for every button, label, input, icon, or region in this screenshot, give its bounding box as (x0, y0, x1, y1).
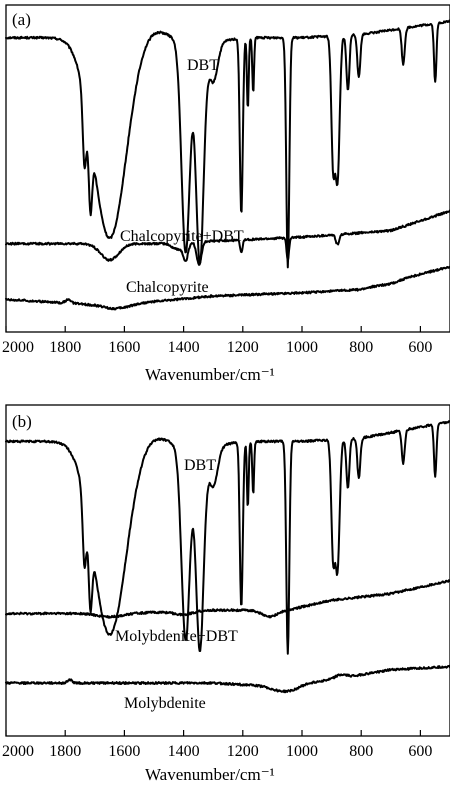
panel-a: (a) 2000 1800 1600 1400 1200 1000 800 600 DBT C… (2, 4, 450, 384)
spectrum-a-chalcopyrite-plus-dbt (5, 209, 450, 266)
panel-a-x-ticks: 2000 1800 1600 1400 1200 1000 800 600 (2, 326, 432, 356)
x-tick-label-b-1800: 1800 (49, 743, 81, 760)
spectrum-a-chalcopyrite (5, 265, 450, 311)
x-tick-label-b-1200: 1200 (227, 743, 259, 760)
x-tick-label-b-1000: 1000 (286, 743, 318, 760)
series-label-chalcopyrite: Chalcopyrite (126, 279, 209, 296)
x-tick-label-b-1600: 1600 (108, 743, 140, 760)
x-tick-label-a-800: 800 (349, 339, 373, 356)
panel-a-x-axis-label: Wavenumber/cm⁻¹ (145, 365, 275, 384)
spectrum-a-dbt (5, 19, 450, 269)
spectrum-b-molybdenite (5, 664, 450, 694)
series-label-molybdenite: Molybdenite (124, 695, 206, 712)
panel-b-traces (5, 420, 450, 694)
x-tick-label-a-600: 600 (408, 339, 432, 356)
series-label-chalcopyrite-dbt: Chalcopyrite+DBT (120, 228, 244, 245)
x-tick-label-b-1400: 1400 (168, 743, 200, 760)
x-tick-label-a-1000: 1000 (286, 339, 318, 356)
panel-b-x-ticks: 2000 1800 1600 1400 1200 1000 800 600 (2, 730, 432, 760)
spectrum-b-molybdenite-plus-dbt (5, 579, 450, 619)
panel-a-traces (5, 19, 450, 311)
series-label-dbt-a: DBT (187, 57, 219, 74)
x-tick-label-a-1400: 1400 (168, 339, 200, 356)
x-tick-label-b-600: 600 (408, 743, 432, 760)
panel-a-frame (5, 4, 450, 333)
spectrum-b-dbt (5, 420, 450, 655)
x-tick-label-b-2000: 2000 (2, 743, 34, 760)
panel-b-frame (5, 404, 450, 737)
panel-b-label: (b) (12, 412, 32, 431)
panel-a-label: (a) (12, 10, 31, 29)
x-tick-label-a-1200: 1200 (227, 339, 259, 356)
panel-b-x-axis-label: Wavenumber/cm⁻¹ (145, 765, 275, 784)
x-tick-label-a-1600: 1600 (108, 339, 140, 356)
x-tick-label-b-800: 800 (349, 743, 373, 760)
x-tick-label-a-2000: 2000 (2, 339, 34, 356)
x-tick-label-a-1800: 1800 (49, 339, 81, 356)
series-label-dbt-b: DBT (184, 457, 216, 474)
series-label-molybdenite-dbt: Molybdenite+DBT (115, 628, 238, 645)
panel-b: (b) 2000 1800 1600 1400 1200 1000 800 600 DBT M… (2, 404, 450, 784)
